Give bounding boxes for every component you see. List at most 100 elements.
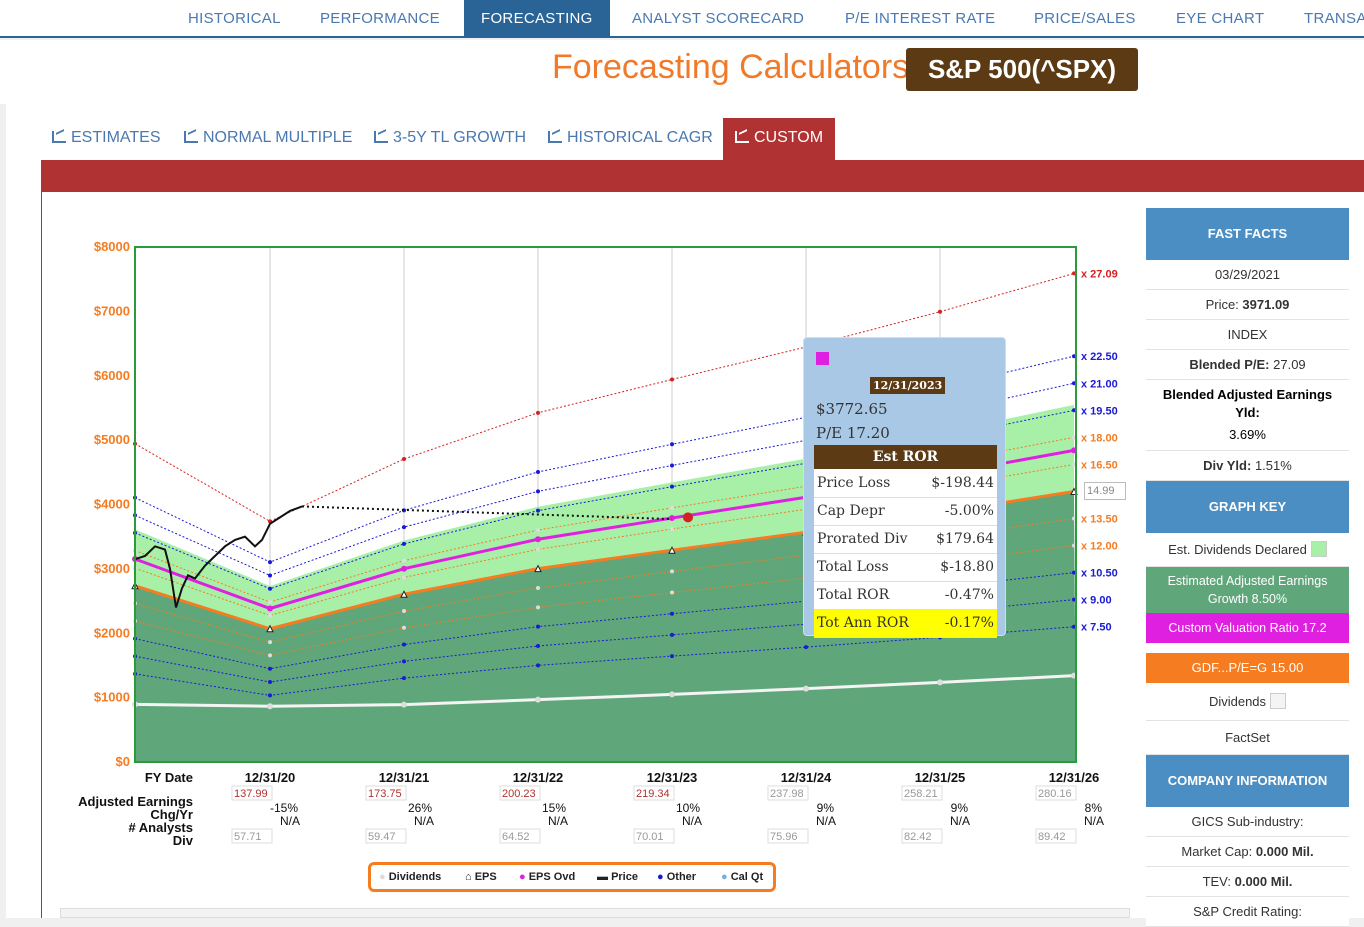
- key-custom-ratio[interactable]: Custom Valuation Ratio 17.2: [1146, 613, 1349, 643]
- legend-eps-ovd[interactable]: ● EPS Ovd: [519, 871, 576, 883]
- chart-legend: ● Dividends ⌂ EPS ● EPS Ovd ▬ Price ● Ot…: [368, 862, 776, 892]
- legend-eps[interactable]: ⌂ EPS: [465, 871, 497, 883]
- div-box: [365, 828, 407, 844]
- ror-value: -5.00%: [921, 497, 997, 526]
- multiple-point: [536, 489, 540, 494]
- div-label: Div: [173, 833, 194, 848]
- fact-div-yield: Div Yld: 1.51%: [1146, 451, 1349, 481]
- dividend-point: [535, 696, 541, 703]
- key-dividends[interactable]: Dividends: [1146, 683, 1349, 721]
- tab-custom[interactable]: CUSTOM: [723, 118, 836, 160]
- multiple-point: [670, 505, 674, 510]
- eps-marker: [400, 590, 408, 598]
- multiple-point: [670, 590, 674, 595]
- multiple-label: x 16.50: [1081, 459, 1118, 471]
- legend-cal-qt[interactable]: ● Cal Qt: [721, 871, 764, 883]
- eps-value: 237.98: [770, 788, 804, 800]
- fast-facts-header: FAST FACTS: [1146, 208, 1349, 260]
- legend-other[interactable]: ● Other: [657, 871, 697, 883]
- analysts-value: N/A: [414, 814, 434, 828]
- tooltip-pe: P/E 17.20: [816, 424, 890, 442]
- nav-forecasting[interactable]: FORECASTING: [464, 0, 610, 38]
- analysts-value: N/A: [816, 814, 836, 828]
- nav-performance[interactable]: PERFORMANCE: [320, 10, 440, 27]
- tab-tl-growth[interactable]: 3-5Y TL GROWTH: [374, 118, 526, 160]
- eps-value: 219.34: [636, 788, 670, 800]
- multiple-line: [134, 382, 1075, 576]
- tab-normal-multiple[interactable]: NORMAL MULTIPLE: [184, 118, 352, 160]
- multiple-point: [402, 541, 406, 546]
- eps-ovd-point: [401, 565, 407, 572]
- nav-transactions[interactable]: TRANSA: [1304, 10, 1364, 27]
- key-est-growth[interactable]: Estimated Adjusted Earnings Growth 8.50%: [1146, 567, 1349, 613]
- key-gdf[interactable]: GDF...P/E=G 15.00: [1146, 653, 1349, 683]
- ror-label: Price Loss: [814, 469, 922, 498]
- y-tick-label: $7000: [94, 303, 130, 318]
- info-market-cap: Market Cap: 0.000 Mil.: [1146, 837, 1349, 867]
- chg-value: 8%: [1085, 801, 1103, 815]
- nav-pe-interest-rate[interactable]: P/E INTEREST RATE: [845, 10, 996, 27]
- x-date: 12/31/23: [647, 770, 698, 785]
- div-value: 70.01: [636, 831, 664, 843]
- multiple-point: [536, 527, 540, 532]
- div-box: [1035, 828, 1077, 844]
- multiple-point: [402, 525, 406, 530]
- price-projection: [301, 505, 673, 521]
- div-value: 89.42: [1038, 831, 1066, 843]
- multiple-point: [402, 642, 406, 647]
- price-line: [134, 505, 303, 608]
- info-gics: GICS Sub-industry:: [1146, 807, 1349, 837]
- eps-label: Adjusted Earnings: [78, 794, 193, 809]
- sidebar: FAST FACTS 03/29/2021 Price: 3971.09 IND…: [1146, 208, 1349, 927]
- ror-label: Prorated Div: [814, 525, 922, 554]
- multiple-label: x 18.00: [1081, 432, 1118, 444]
- multiple-point: [268, 573, 272, 578]
- top-navigation: HISTORICAL PERFORMANCE FORECASTING ANALY…: [0, 0, 1364, 38]
- ticker-badge: S&P 500(^SPX): [906, 48, 1138, 91]
- nav-eye-chart[interactable]: EYE CHART: [1176, 10, 1265, 27]
- nav-analyst-scorecard[interactable]: ANALYST SCORECARD: [632, 10, 805, 27]
- multiple-point: [670, 611, 674, 616]
- tab-historical-cagr[interactable]: HISTORICAL CAGR: [548, 118, 713, 160]
- fact-blended-earnings-yield: Blended Adjusted Earnings Yld: 3.69%: [1146, 380, 1349, 451]
- div-value: 59.47: [368, 831, 396, 843]
- eps-ovd-point: [669, 515, 675, 522]
- multiple-point: [670, 654, 674, 659]
- div-box: [231, 828, 273, 844]
- y-tick-label: $1000: [94, 690, 130, 705]
- eps-box: [499, 785, 541, 801]
- multiple-label: x 12.00: [1081, 541, 1118, 553]
- multiple-point: [536, 585, 540, 590]
- tooltip-date: 12/31/2023: [870, 377, 946, 394]
- multiple-label: x 21.00: [1081, 378, 1118, 390]
- tab-estimates[interactable]: ESTIMATES: [52, 118, 161, 160]
- key-est-dividends[interactable]: Est. Dividends Declared: [1146, 533, 1349, 567]
- y-tick-label: $2000: [94, 625, 130, 640]
- x-date: 12/31/20: [245, 770, 296, 785]
- analysts-label: # Analysts: [128, 820, 193, 835]
- eps-box: [767, 785, 809, 801]
- plot-border: [134, 246, 1077, 763]
- ror-header: Est ROR: [814, 445, 997, 469]
- eps-ovd-point: [535, 536, 541, 543]
- multiple-label: x 7.50: [1081, 622, 1112, 634]
- multiple-label: x 22.50: [1081, 351, 1118, 363]
- key-factset[interactable]: FactSet: [1146, 721, 1349, 755]
- multiple-point: [536, 469, 540, 474]
- nav-price-sales[interactable]: PRICE/SALES: [1034, 10, 1136, 27]
- nav-historical[interactable]: HISTORICAL: [188, 10, 281, 27]
- legend-price[interactable]: ▬ Price: [597, 871, 638, 883]
- multiple-point: [536, 605, 540, 610]
- eps-box: [901, 785, 943, 801]
- multiple-point: [804, 645, 808, 650]
- legend-dividends[interactable]: ● Dividends: [379, 871, 442, 883]
- chg-value: 10%: [676, 801, 700, 815]
- multiple-label: x 13.50: [1081, 514, 1118, 526]
- dividend-point: [401, 701, 407, 708]
- multiple-point: [536, 643, 540, 648]
- fy-label: FY Date: [145, 770, 193, 785]
- bottom-panel: [60, 908, 1130, 918]
- eps-box: [1035, 785, 1077, 801]
- tooltip-price: $3772.65: [816, 400, 888, 418]
- analysts-value: N/A: [682, 814, 702, 828]
